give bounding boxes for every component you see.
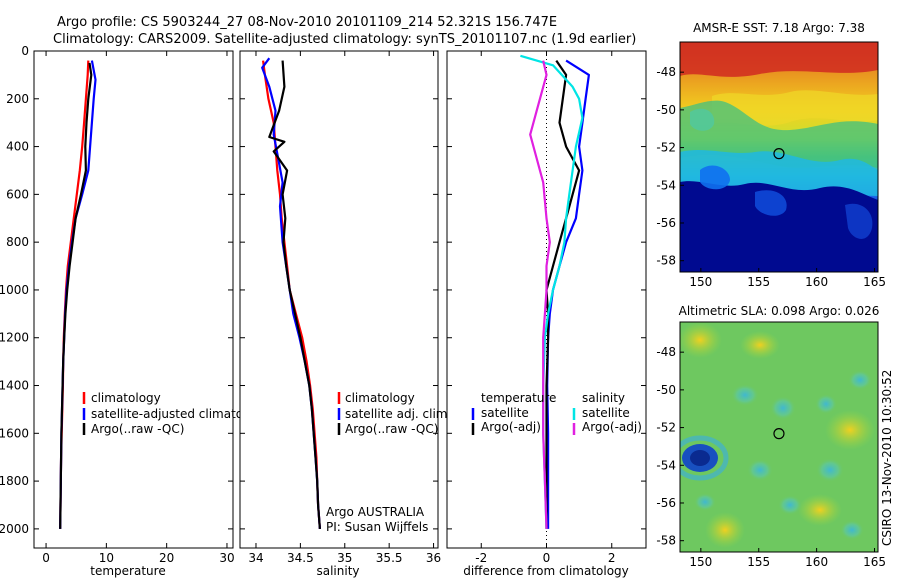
legend-label-temp-satellite: satellite [481, 406, 529, 420]
y-tick-label: 1200 [0, 331, 29, 345]
x-tick-label: 160 [805, 275, 828, 289]
sst-field [680, 42, 878, 272]
y-tick-label: -50 [656, 383, 676, 397]
annotation-argo-australia: Argo AUSTRALIA [326, 505, 425, 519]
x-axis-label: difference from climatology [463, 564, 629, 578]
x-tick-label: 30 [219, 551, 234, 565]
figure-title-line2: Climatology: CARS2009. Satellite-adjuste… [53, 32, 636, 47]
legend-label-sal-argo: Argo(-adj) [582, 420, 642, 434]
y-tick-label: -56 [656, 216, 676, 230]
x-axis-label: salinity [316, 564, 359, 578]
temperature-panel: 0 10 20 30 0 200 400 600 800 1000 1200 1400 1600 1800… [0, 44, 269, 578]
legend-label-satellite-adjusted: satellite-adjusted climatology [91, 407, 269, 421]
y-tick-label: -58 [656, 534, 676, 548]
y-tick-label: 0 [21, 44, 29, 58]
x-tick-label: 35 [337, 551, 352, 565]
y-tick-label: -56 [656, 496, 676, 510]
map-title: Altimetric SLA: 0.098 Argo: 0.026 [679, 304, 880, 318]
legend-header-salinity: salinity [582, 391, 625, 405]
x-tick-label: 155 [747, 275, 770, 289]
sla-map-axes: 150 155 160 165 -48 -50 -52 -54 -56 -58 [656, 345, 886, 569]
x-tick-label: 0 [42, 551, 50, 565]
y-tick-label: 2000 [0, 522, 29, 536]
series-temperature-argo-adj [545, 59, 581, 529]
legend-label-sal-satellite: satellite [582, 406, 630, 420]
x-tick-label: 36 [426, 551, 441, 565]
figure-title-line1: Argo profile: CS 5903244_27 08-Nov-2010 … [57, 15, 557, 30]
y-tick-label: 1600 [0, 426, 29, 440]
y-tick-label: 400 [6, 140, 29, 154]
y-tick-label: -48 [656, 345, 676, 359]
series-salinity-argo-adj [529, 60, 551, 529]
y-tick-label: 600 [6, 187, 29, 201]
argo-float-marker [773, 428, 785, 440]
x-axis-label: temperature [90, 564, 165, 578]
salinity-axes: 34 34.5 35 35.5 36 [240, 50, 441, 565]
series-argo-raw-qc [59, 62, 93, 529]
y-tick-label: -52 [656, 421, 676, 435]
side-label: CSIRO 13-Nov-2010 10:30:52 [880, 370, 894, 546]
x-tick-label: 155 [747, 555, 770, 569]
legend-label-climatology: climatology [345, 391, 415, 405]
legend: temperature salinity satellite Argo(-adj… [471, 391, 642, 435]
x-tick-label: 150 [689, 275, 712, 289]
x-tick-label: 0 [543, 551, 551, 565]
y-tick-label: -54 [656, 458, 676, 472]
legend: climatology satellite-adjusted climatolo… [82, 391, 269, 436]
temperature-axes: 0 10 20 30 0 200 400 600 800 1000 1200 1400 1600 1800… [0, 44, 235, 565]
y-tick-label: -52 [656, 141, 676, 155]
sst-map-axes: 150 155 160 165 -48 -50 -52 -54 -56 -58 [656, 65, 886, 289]
temperature-lines [59, 60, 97, 529]
y-tick-label: -48 [656, 65, 676, 79]
y-tick-label: -58 [656, 254, 676, 268]
legend-label-argo: Argo(..raw -QC) [91, 422, 184, 436]
legend-header-temperature: temperature [481, 391, 556, 405]
series-argo-raw-qc [268, 60, 321, 529]
legend-label-satellite-adj: satellite adj. clim. [345, 407, 451, 421]
sla-map: Altimetric SLA: 0.098 Argo: 0.026 150 155… [656, 304, 894, 569]
plot-frame [33, 50, 234, 549]
argo-float-marker [773, 148, 785, 160]
x-tick-label: 165 [863, 555, 886, 569]
x-tick-label: 34 [248, 551, 263, 565]
y-tick-label: 200 [6, 92, 29, 106]
map-frame [679, 321, 879, 553]
y-tick-label: 800 [6, 235, 29, 249]
x-tick-label: 10 [99, 551, 114, 565]
y-tick-label: 1000 [0, 283, 29, 297]
annotation-pi: PI: Susan Wijffels [326, 520, 428, 534]
y-tick-label: -50 [656, 103, 676, 117]
legend-label-argo: Argo(..raw -QC) [345, 422, 438, 436]
x-tick-label: -2 [475, 551, 487, 565]
y-tick-label: 1800 [0, 474, 29, 488]
sla-field [680, 322, 878, 552]
map-title: AMSR-E SST: 7.18 Argo: 7.38 [693, 21, 865, 35]
legend: climatology satellite adj. clim. Argo(..… [337, 391, 451, 436]
difference-panel: -2 0 2 difference from climatology tempera… [446, 50, 647, 578]
x-tick-label: 34.5 [287, 551, 314, 565]
legend-label-temp-argo: Argo(-adj) [481, 420, 541, 434]
salinity-lines [261, 57, 321, 529]
plot-frame [239, 50, 439, 549]
x-tick-label: 165 [863, 275, 886, 289]
map-frame [679, 41, 879, 273]
sst-map: AMSR-E SST: 7.18 Argo: 7.38 150 155 160 165… [656, 21, 886, 289]
salinity-panel: 34 34.5 35 35.5 36 salinity climatology sate… [239, 50, 451, 578]
difference-lines [520, 54, 591, 529]
x-tick-label: 150 [689, 555, 712, 569]
x-tick-label: 2 [608, 551, 616, 565]
y-tick-label: 1400 [0, 379, 29, 393]
y-tick-label: -54 [656, 178, 676, 192]
x-tick-label: 160 [805, 555, 828, 569]
x-tick-label: 35.5 [376, 551, 403, 565]
x-tick-label: 20 [159, 551, 174, 565]
legend-label-climatology: climatology [91, 391, 161, 405]
